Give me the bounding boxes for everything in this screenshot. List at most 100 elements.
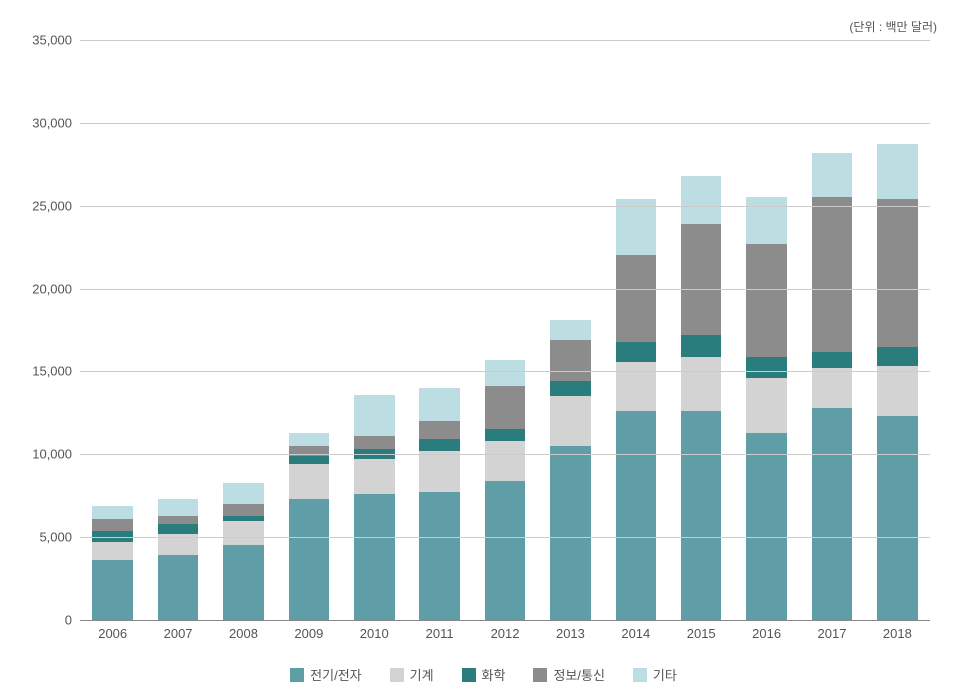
ytick-label: 15,000 bbox=[32, 364, 80, 379]
bar-segment-s3 bbox=[550, 381, 591, 396]
xtick-label: 2008 bbox=[229, 620, 258, 641]
gridline bbox=[80, 206, 930, 207]
bar-segment-s2 bbox=[223, 521, 264, 546]
legend-swatch bbox=[290, 668, 304, 682]
gridline bbox=[80, 123, 930, 124]
bar-segment-s3 bbox=[289, 456, 330, 464]
bar-segment-s2 bbox=[92, 542, 133, 560]
ytick-label: 30,000 bbox=[32, 115, 80, 130]
bar-segment-s2 bbox=[746, 378, 787, 433]
legend-swatch bbox=[390, 668, 404, 682]
bar-segment-s5 bbox=[550, 320, 591, 340]
bar-segment-s2 bbox=[616, 362, 657, 412]
bar-segment-s1 bbox=[681, 411, 722, 620]
legend-item: 기타 bbox=[633, 665, 677, 684]
gridline bbox=[80, 537, 930, 538]
bar-slot: 2014 bbox=[603, 40, 668, 620]
bar-segment-s1 bbox=[485, 481, 526, 620]
bar-segment-s4 bbox=[746, 244, 787, 357]
xtick-label: 2006 bbox=[98, 620, 127, 641]
bar-segment-s4 bbox=[92, 519, 133, 531]
stacked-bar bbox=[812, 153, 853, 620]
bar-slot: 2012 bbox=[472, 40, 537, 620]
bar-slot: 2013 bbox=[538, 40, 603, 620]
legend: 전기/전자기계화학정보/통신기타 bbox=[0, 665, 967, 684]
xtick-label: 2018 bbox=[883, 620, 912, 641]
bar-segment-s4 bbox=[877, 199, 918, 346]
legend-item: 기계 bbox=[390, 665, 434, 684]
legend-label: 기타 bbox=[653, 665, 677, 684]
unit-label: (단위 : 백만 달러) bbox=[849, 18, 937, 35]
bar-segment-s1 bbox=[419, 492, 460, 620]
bar-segment-s1 bbox=[354, 494, 395, 620]
stacked-bar bbox=[681, 176, 722, 620]
bar-segment-s1 bbox=[877, 416, 918, 620]
bar-segment-s5 bbox=[746, 197, 787, 243]
legend-item: 화학 bbox=[462, 665, 506, 684]
bar-segment-s4 bbox=[681, 224, 722, 335]
bar-segment-s5 bbox=[812, 153, 853, 198]
ytick-label: 25,000 bbox=[32, 198, 80, 213]
bar-segment-s2 bbox=[681, 357, 722, 412]
bar-segment-s5 bbox=[223, 483, 264, 505]
gridline bbox=[80, 289, 930, 290]
legend-label: 전기/전자 bbox=[310, 665, 361, 684]
stacked-bar bbox=[550, 320, 591, 620]
xtick-label: 2016 bbox=[752, 620, 781, 641]
stacked-bar bbox=[419, 388, 460, 620]
xtick-label: 2009 bbox=[294, 620, 323, 641]
legend-label: 화학 bbox=[482, 665, 506, 684]
bar-segment-s3 bbox=[681, 335, 722, 357]
xtick-label: 2017 bbox=[818, 620, 847, 641]
bar-segment-s1 bbox=[92, 560, 133, 620]
bar-segment-s1 bbox=[550, 446, 591, 620]
bar-slot: 2006 bbox=[80, 40, 145, 620]
stacked-bar bbox=[158, 499, 199, 620]
bar-segment-s2 bbox=[289, 464, 330, 499]
bar-segment-s4 bbox=[223, 504, 264, 516]
bar-segment-s4 bbox=[158, 516, 199, 524]
bar-slot: 2015 bbox=[669, 40, 734, 620]
bar-slot: 2009 bbox=[276, 40, 341, 620]
stacked-bar bbox=[223, 482, 264, 620]
bar-slot: 2011 bbox=[407, 40, 472, 620]
bar-segment-s5 bbox=[354, 395, 395, 436]
bar-segment-s4 bbox=[550, 340, 591, 381]
bars-row: 2006200720082009201020112012201320142015… bbox=[80, 40, 930, 620]
bar-segment-s4 bbox=[812, 197, 853, 351]
bar-segment-s1 bbox=[289, 499, 330, 620]
stacked-bar bbox=[616, 199, 657, 620]
legend-item: 전기/전자 bbox=[290, 665, 361, 684]
bar-segment-s4 bbox=[354, 436, 395, 449]
stacked-bar bbox=[289, 433, 330, 620]
legend-label: 기계 bbox=[410, 665, 434, 684]
bar-segment-s3 bbox=[616, 342, 657, 362]
bar-segment-s3 bbox=[419, 439, 460, 451]
gridline bbox=[80, 40, 930, 41]
bar-slot: 2018 bbox=[865, 40, 930, 620]
bar-slot: 2016 bbox=[734, 40, 799, 620]
xtick-label: 2012 bbox=[491, 620, 520, 641]
bar-segment-s2 bbox=[812, 368, 853, 408]
legend-swatch bbox=[633, 668, 647, 682]
bar-segment-s5 bbox=[419, 388, 460, 421]
bar-segment-s5 bbox=[485, 360, 526, 387]
bar-segment-s2 bbox=[485, 441, 526, 481]
bar-segment-s3 bbox=[485, 429, 526, 441]
xtick-label: 2007 bbox=[164, 620, 193, 641]
bar-segment-s5 bbox=[616, 199, 657, 255]
xtick-label: 2010 bbox=[360, 620, 389, 641]
bar-segment-s2 bbox=[550, 396, 591, 446]
xtick-label: 2014 bbox=[621, 620, 650, 641]
stacked-bar bbox=[92, 506, 133, 620]
xtick-label: 2015 bbox=[687, 620, 716, 641]
bar-segment-s3 bbox=[746, 357, 787, 379]
bar-segment-s1 bbox=[746, 433, 787, 620]
bar-segment-s1 bbox=[223, 545, 264, 620]
bar-segment-s5 bbox=[289, 433, 330, 446]
bar-segment-s5 bbox=[681, 176, 722, 224]
bar-segment-s1 bbox=[812, 408, 853, 620]
gridline bbox=[80, 454, 930, 455]
bar-segment-s5 bbox=[92, 506, 133, 519]
bar-segment-s5 bbox=[877, 144, 918, 199]
